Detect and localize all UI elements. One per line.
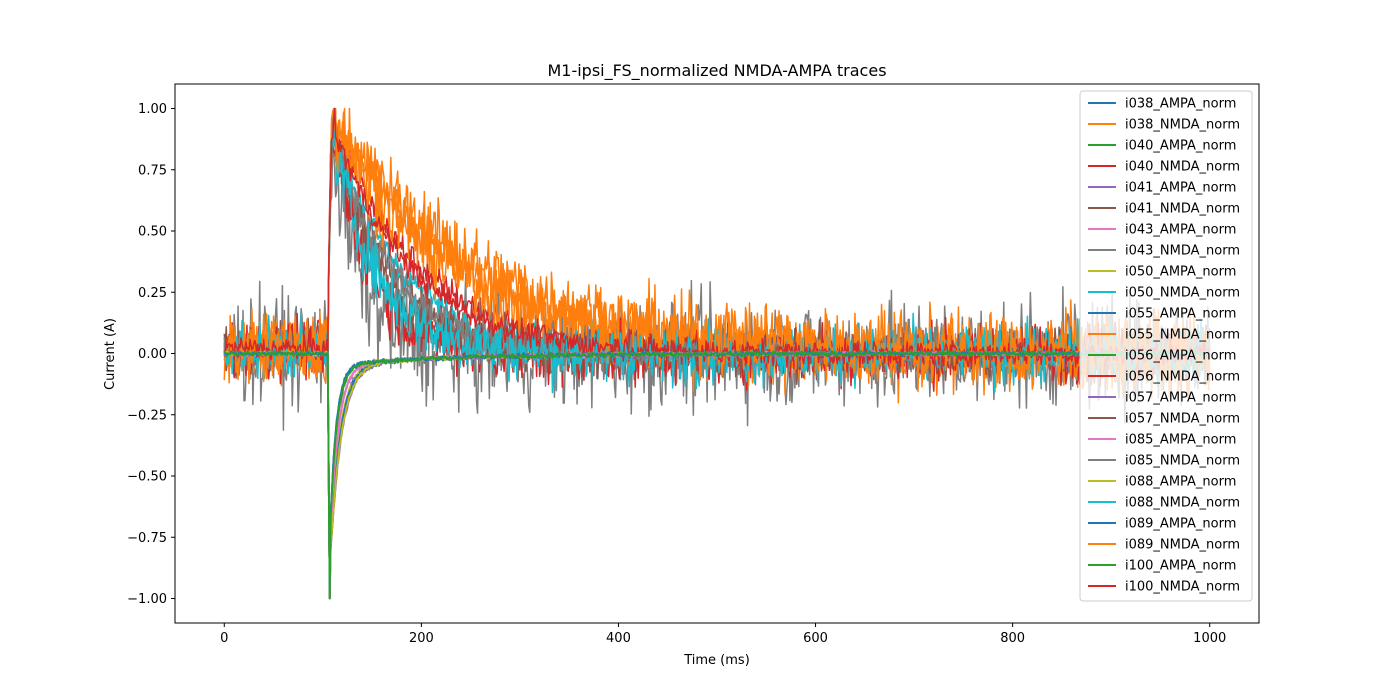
legend-entry: i055_NMDA_norm xyxy=(1125,328,1240,343)
x-tick-label: 0 xyxy=(220,631,228,646)
legend-entry: i038_NMDA_norm xyxy=(1125,118,1240,133)
x-tick-label: 1000 xyxy=(1193,631,1226,646)
legend-entry: i100_AMPA_norm xyxy=(1125,559,1236,574)
legend-entry: i038_AMPA_norm xyxy=(1125,97,1236,112)
legend-entry: i055_AMPA_norm xyxy=(1125,307,1236,322)
y-tick-label: 0.75 xyxy=(138,163,167,178)
legend-entry: i056_AMPA_norm xyxy=(1125,349,1236,364)
legend-entry: i088_NMDA_norm xyxy=(1125,496,1240,511)
legend-entry: i085_NMDA_norm xyxy=(1125,454,1240,469)
y-tick-label: −1.00 xyxy=(127,592,167,607)
series-line-i100_AMPA_norm xyxy=(223,349,1211,600)
series-line-i100_NMDA_norm xyxy=(223,107,1211,370)
x-axis: 0 200 400 600 800 1000 xyxy=(220,623,1226,646)
y-tick-label: 1.00 xyxy=(138,102,167,117)
legend-entry: i050_NMDA_norm xyxy=(1125,286,1240,301)
legend-entry: i050_AMPA_norm xyxy=(1125,265,1236,280)
legend-entry: i041_NMDA_norm xyxy=(1125,202,1240,217)
legend-entry: i056_NMDA_norm xyxy=(1125,370,1240,385)
y-tick-label: −0.75 xyxy=(127,531,167,546)
legend-entry: i088_AMPA_norm xyxy=(1125,475,1236,490)
traces-group xyxy=(223,107,1211,600)
x-axis-label: Time (ms) xyxy=(683,653,750,668)
legend-entry: i043_AMPA_norm xyxy=(1125,223,1236,238)
x-tick-label: 400 xyxy=(606,631,631,646)
y-axis-label: Current (A) xyxy=(103,318,118,390)
y-axis: 1.00 0.75 0.50 0.25 0.00 −0.25 −0.50 −0.75 −1.00 xyxy=(127,102,175,607)
y-tick-label: 0.25 xyxy=(138,286,167,301)
legend-entry: i043_NMDA_norm xyxy=(1125,244,1240,259)
y-tick-label: −0.25 xyxy=(127,408,167,423)
y-tick-label: 0.00 xyxy=(138,347,167,362)
legend-entry: i085_AMPA_norm xyxy=(1125,433,1236,448)
legend-entry: i057_AMPA_norm xyxy=(1125,391,1236,406)
series-line-i089_NMDA_norm xyxy=(223,107,1211,399)
legend-entry: i040_AMPA_norm xyxy=(1125,139,1236,154)
x-tick-label: 600 xyxy=(803,631,828,646)
legend-entry: i089_NMDA_norm xyxy=(1125,538,1240,553)
y-tick-label: 0.50 xyxy=(138,225,167,240)
legend-entry: i041_AMPA_norm xyxy=(1125,181,1236,196)
legend-entry: i089_AMPA_norm xyxy=(1125,517,1236,532)
x-tick-label: 800 xyxy=(1000,631,1025,646)
legend-box xyxy=(1079,90,1253,602)
legend-entry: i057_NMDA_norm xyxy=(1125,412,1240,427)
y-tick-label: −0.50 xyxy=(127,470,167,485)
legend: i038_AMPA_norm i038_NMDA_norm i040_AMPA_no… xyxy=(1079,90,1253,602)
x-tick-label: 200 xyxy=(409,631,434,646)
chart-title: M1-ipsi_FS_normalized NMDA-AMPA traces xyxy=(547,61,886,81)
legend-entry: i040_NMDA_norm xyxy=(1125,160,1240,175)
legend-entry: i100_NMDA_norm xyxy=(1125,580,1240,595)
